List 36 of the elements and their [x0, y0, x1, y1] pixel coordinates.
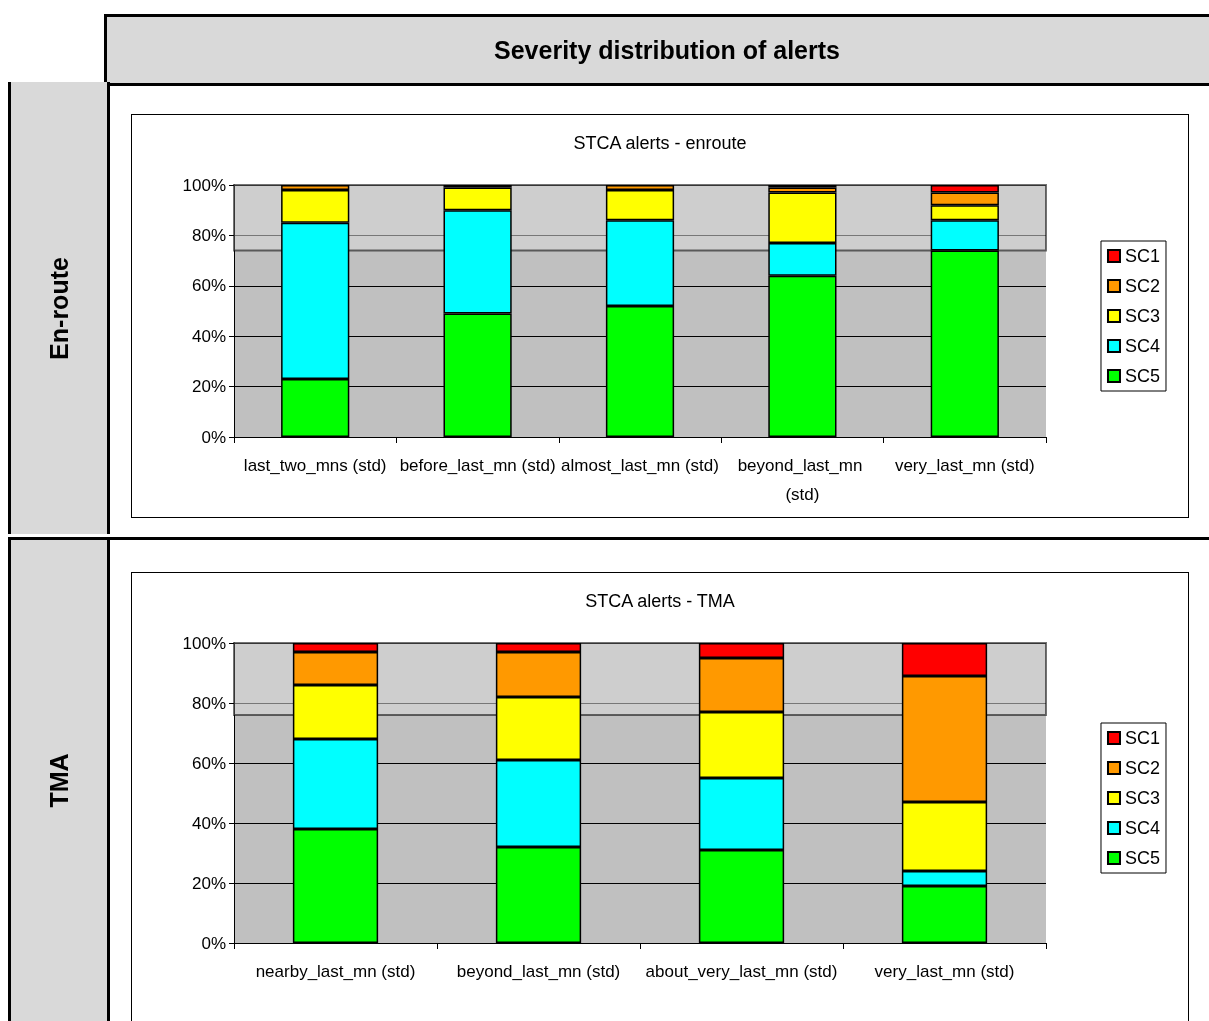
- legend-label: SC5: [1124, 848, 1160, 868]
- y-axis-title: En-route: [44, 256, 74, 360]
- y-tick-label: 100%: [182, 633, 226, 653]
- legend-label: SC2: [1124, 758, 1160, 778]
- y-tick-label: 60%: [191, 753, 226, 773]
- y-tick-label: 80%: [191, 225, 226, 245]
- x-tick-label: beyond_last_mn (std): [737, 456, 868, 504]
- x-tick-label: about_very_last_mn (std): [645, 962, 838, 981]
- legend-label: SC4: [1124, 336, 1160, 356]
- y-tick-label: 20%: [191, 377, 226, 397]
- y-tick-label: 0%: [201, 933, 226, 953]
- x-tick-label: almost_last_mn (std): [561, 456, 719, 475]
- y-tick-label: 20%: [191, 873, 226, 893]
- legend-label: SC1: [1124, 246, 1160, 266]
- legend-label: SC3: [1124, 306, 1160, 326]
- y-tick-label: 0%: [201, 427, 226, 447]
- chart-title: STCA alerts - enroute: [573, 133, 747, 153]
- y-axis-title: TMA: [44, 753, 74, 808]
- y-tick-label: 40%: [191, 326, 226, 346]
- x-tick-label: beyond_last_mn (std): [456, 962, 621, 981]
- x-tick-label: nearby_last_mn (std): [255, 962, 416, 981]
- y-tick-label: 60%: [191, 276, 226, 296]
- x-tick-label: last_two_mns (std): [243, 456, 387, 475]
- y-tick-label: 100%: [182, 175, 226, 195]
- text: Severity distribution of alerts: [494, 35, 840, 65]
- x-tick-label: before_last_mn (std): [399, 456, 556, 475]
- legend-label: SC4: [1124, 818, 1160, 838]
- y-tick-label: 40%: [191, 813, 226, 833]
- legend-label: SC3: [1124, 788, 1160, 808]
- legend-label: SC5: [1124, 366, 1160, 386]
- x-tick-label: very_last_mn (std): [894, 456, 1035, 475]
- legend-label: SC1: [1124, 728, 1160, 748]
- y-tick-label: 80%: [191, 693, 226, 713]
- x-tick-label: very_last_mn (std): [874, 962, 1015, 981]
- legend-label: SC2: [1124, 276, 1160, 296]
- chart-title: STCA alerts - TMA: [585, 591, 735, 611]
